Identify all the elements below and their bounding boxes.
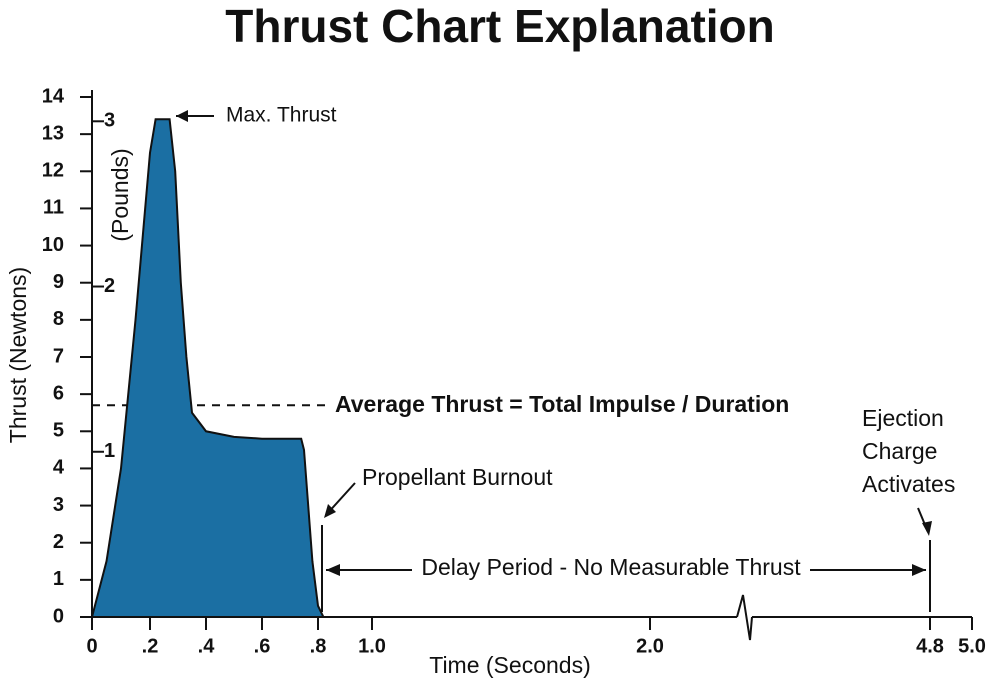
- y2-tick-label: 3: [104, 110, 115, 132]
- ejection-label: Charge: [862, 438, 937, 464]
- x-tick-label: 2.0: [636, 635, 664, 657]
- x-tick-label: .4: [198, 635, 216, 657]
- x-tick-label: 5.0: [958, 635, 986, 657]
- x-tick-label: .6: [254, 635, 271, 657]
- arrow-head: [324, 504, 336, 518]
- ejection-label: Ejection: [862, 405, 944, 431]
- y-tick-label: 0: [53, 605, 64, 627]
- arrow-head: [326, 564, 340, 576]
- x-axis-label: Time (Seconds): [429, 652, 590, 678]
- x-tick-label: 0: [86, 635, 97, 657]
- y-tick-label: 11: [43, 197, 64, 219]
- y-tick-label: 12: [42, 160, 64, 182]
- thrust-area: [90, 118, 325, 618]
- average-thrust-label: Average Thrust = Total Impulse / Duratio…: [335, 391, 789, 417]
- y-tick-label: 3: [53, 494, 64, 516]
- y-tick-label: 9: [53, 271, 64, 293]
- x-tick-label: 1.0: [358, 635, 386, 657]
- y-tick-label: 14: [42, 85, 65, 107]
- ejection-label: Activates: [862, 471, 955, 497]
- y-tick-label: 2: [53, 531, 64, 553]
- arrow-head: [922, 521, 932, 536]
- y-tick-label: 1: [53, 568, 64, 590]
- y-tick-label: 8: [53, 308, 64, 330]
- x-tick-label: 4.8: [916, 635, 944, 657]
- y2-tick-label: 1: [104, 440, 115, 462]
- axis-break: [736, 594, 753, 641]
- y-tick-label: 6: [53, 382, 64, 404]
- y-axis-label: Thrust (Newtons): [5, 267, 31, 443]
- y-tick-label: 5: [53, 420, 64, 442]
- chart-title: Thrust Chart Explanation: [225, 0, 774, 52]
- y-tick-label: 13: [42, 122, 64, 144]
- x-tick-label: .2: [142, 635, 159, 657]
- y2-axis-label: (Pounds): [107, 148, 133, 241]
- y-tick-label: 10: [42, 234, 64, 256]
- y2-tick-label: 2: [104, 275, 115, 297]
- arrow-head: [912, 564, 926, 576]
- burnout-label: Propellant Burnout: [362, 464, 553, 490]
- max-thrust-label: Max. Thrust: [226, 104, 337, 127]
- delay-label: Delay Period - No Measurable Thrust: [421, 554, 801, 580]
- y-tick-label: 4: [53, 457, 65, 479]
- y-tick-label: 7: [53, 345, 64, 367]
- x-tick-label: .8: [310, 635, 327, 657]
- arrow-head: [176, 110, 188, 122]
